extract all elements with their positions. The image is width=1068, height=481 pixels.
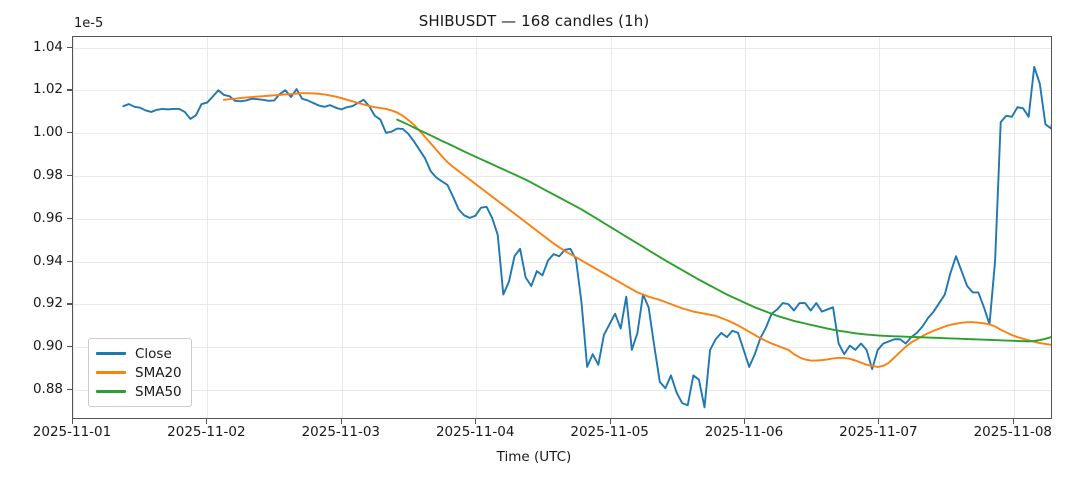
x-tick-label: 2025-11-08 — [973, 424, 1053, 440]
gridline-horizontal — [73, 176, 1051, 178]
x-tick-mark — [744, 419, 746, 424]
legend-item-sma20[interactable]: SMA20 — [96, 363, 182, 382]
y-tick-mark — [67, 217, 72, 219]
gridlines — [73, 37, 1051, 418]
gridline-horizontal — [73, 218, 1051, 220]
y-tick-mark — [67, 46, 72, 48]
x-tick-mark — [878, 419, 880, 424]
series-layer — [73, 37, 1051, 418]
legend-swatch-icon — [96, 352, 126, 355]
gridline-horizontal — [73, 133, 1051, 135]
legend-label: SMA20 — [135, 364, 182, 381]
series-line-close — [123, 67, 1051, 408]
gridline-vertical — [341, 37, 343, 418]
legend-swatch-icon — [96, 371, 126, 374]
gridline-horizontal — [73, 90, 1051, 92]
gridline-vertical — [476, 37, 478, 418]
gridline-horizontal — [73, 261, 1051, 263]
legend-label: Close — [135, 345, 172, 362]
x-tick-mark — [1012, 419, 1014, 424]
y-tick-label: 1.00 — [32, 124, 63, 141]
y-axis-exponent-label: 1e-5 — [74, 16, 104, 31]
x-tick-label: 2025-11-02 — [167, 424, 246, 440]
gridline-horizontal — [73, 304, 1051, 306]
legend-label: SMA50 — [135, 383, 182, 400]
y-tick-label: 0.92 — [32, 295, 63, 312]
x-tick-mark — [475, 419, 477, 424]
y-tick-mark — [67, 260, 72, 262]
series-line-sma50 — [397, 120, 1051, 342]
x-tick-label: 2025-11-07 — [839, 424, 918, 440]
series-line-sma20 — [224, 93, 1051, 367]
legend-item-sma50[interactable]: SMA50 — [96, 382, 182, 401]
series-svg — [73, 37, 1051, 418]
gridline-horizontal — [73, 390, 1051, 392]
y-tick-label: 0.96 — [32, 209, 63, 226]
legend-swatch-icon — [96, 390, 126, 393]
chart-legend[interactable]: Close SMA20 SMA50 — [88, 338, 192, 407]
gridline-vertical — [745, 37, 746, 418]
x-tick-mark — [206, 419, 208, 424]
y-tick-label: 0.98 — [32, 167, 63, 184]
y-tick-label: 1.02 — [32, 81, 63, 98]
gridline-horizontal — [73, 347, 1051, 349]
gridline-vertical — [879, 37, 881, 418]
gridline-vertical — [1013, 37, 1015, 418]
y-tick-label: 0.88 — [32, 381, 63, 398]
x-tick-label: 2025-11-01 — [32, 424, 112, 440]
chart-title: SHIBUSDT — 168 candles (1h) — [418, 12, 650, 30]
y-tick-mark — [67, 303, 72, 305]
y-tick-mark — [67, 89, 72, 91]
y-tick-mark — [67, 346, 72, 348]
y-tick-label: 1.04 — [32, 38, 63, 55]
x-tick-mark — [609, 419, 611, 424]
gridline-vertical — [73, 37, 74, 418]
y-tick-mark — [67, 132, 72, 134]
y-tick-mark — [67, 175, 72, 177]
legend-item-close[interactable]: Close — [96, 344, 182, 363]
x-tick-label: 2025-11-04 — [435, 424, 515, 440]
y-tick-label: 0.90 — [32, 338, 63, 355]
plot-area — [72, 36, 1052, 419]
gridline-horizontal — [73, 47, 1051, 49]
y-tick-label: 0.94 — [32, 252, 63, 269]
x-tick-mark — [72, 419, 74, 424]
gridline-vertical — [207, 37, 209, 418]
x-tick-mark — [340, 419, 342, 424]
x-tick-label: 2025-11-05 — [570, 424, 649, 440]
y-tick-mark — [67, 389, 72, 391]
x-axis-label: Time (UTC) — [496, 449, 572, 465]
x-tick-label: 2025-11-03 — [301, 424, 381, 440]
x-tick-label: 2025-11-06 — [704, 424, 784, 440]
